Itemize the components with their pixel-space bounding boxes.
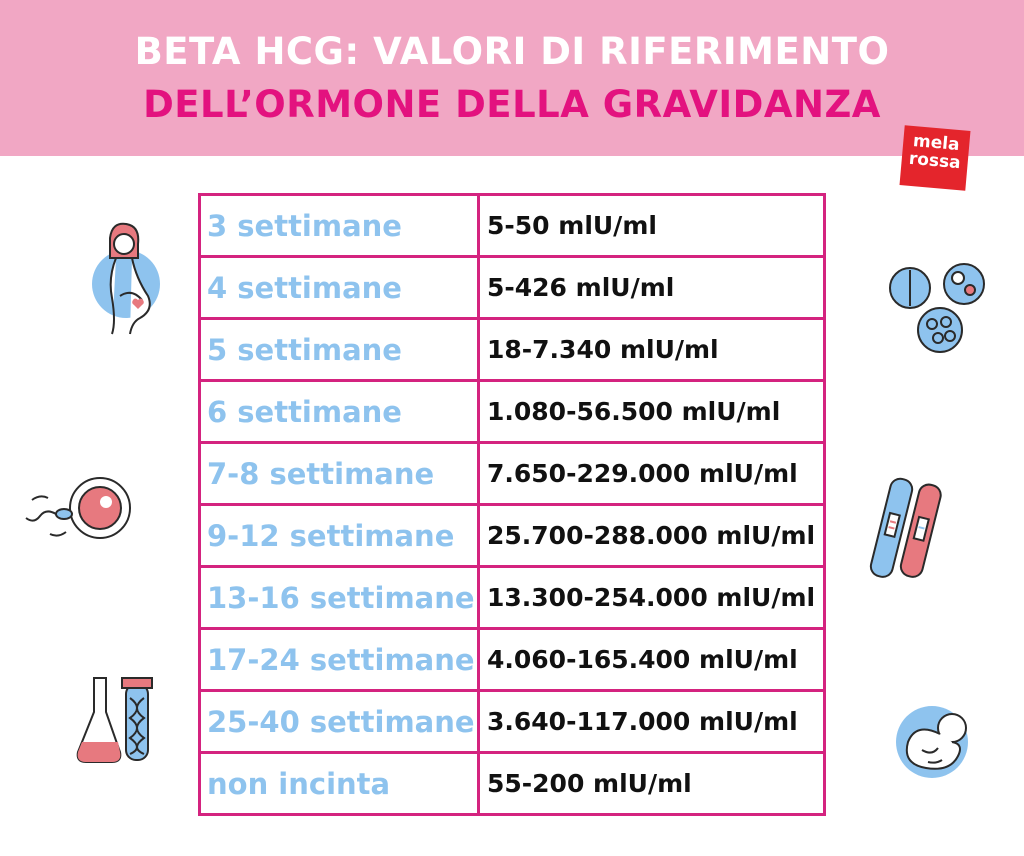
- week-cell: 17-24 settimane: [198, 627, 480, 692]
- week-cell: 7-8 settimane: [198, 441, 480, 506]
- table-row: 7-8 settimane 7.650-229.000 mlU/ml: [198, 441, 826, 506]
- hcg-table: 3 settimane 5-50 mlU/ml 4 settimane 5-42…: [198, 193, 826, 816]
- value-cell: 13.300-254.000 mlU/ml: [477, 565, 826, 630]
- value-cell: 7.650-229.000 mlU/ml: [477, 441, 826, 506]
- week-cell: 13-16 settimane: [198, 565, 480, 630]
- value-cell: 5-50 mlU/ml: [477, 193, 826, 258]
- table-row: 4 settimane 5-426 mlU/ml: [198, 255, 826, 320]
- table-row: 5 settimane 18-7.340 mlU/ml: [198, 317, 826, 382]
- table-row: non incinta 55-200 mlU/ml: [198, 751, 826, 816]
- table-row: 3 settimane 5-50 mlU/ml: [198, 193, 826, 258]
- week-cell: 25-40 settimane: [198, 689, 480, 754]
- week-cell: 5 settimane: [198, 317, 480, 382]
- table-row: 9-12 settimane 25.700-288.000 mlU/ml: [198, 503, 826, 568]
- fetus-icon: [896, 706, 968, 778]
- sperm-egg-icon: [25, 477, 131, 539]
- pregnant-woman-icon: [92, 222, 160, 335]
- value-cell: 55-200 mlU/ml: [477, 751, 826, 816]
- table-row: 6 settimane 1.080-56.500 mlU/ml: [198, 379, 826, 444]
- melarossa-logo: mela rossa: [899, 125, 971, 191]
- value-cell: 4.060-165.400 mlU/ml: [477, 627, 826, 692]
- week-cell: 9-12 settimane: [198, 503, 480, 568]
- week-cell: 4 settimane: [198, 255, 480, 320]
- week-cell: 6 settimane: [198, 379, 480, 444]
- logo-line-2: rossa: [908, 148, 962, 174]
- value-cell: 18-7.340 mlU/ml: [477, 317, 826, 382]
- value-cell: 5-426 mlU/ml: [477, 255, 826, 320]
- title-line-2: DELL’ORMONE DELLA GRAVIDANZA: [143, 83, 881, 126]
- table-row: 25-40 settimane 3.640-117.000 mlU/ml: [198, 689, 826, 754]
- cells-icon: [889, 263, 985, 353]
- title-line-1: BETA HCG: VALORI DI RIFERIMENTO: [134, 30, 890, 73]
- value-cell: 25.700-288.000 mlU/ml: [477, 503, 826, 568]
- value-cell: 1.080-56.500 mlU/ml: [477, 379, 826, 444]
- hcg-reference-table: 3 settimane 5-50 mlU/ml 4 settimane 5-42…: [198, 193, 826, 816]
- week-cell: non incinta: [198, 751, 480, 816]
- week-cell: 3 settimane: [198, 193, 480, 258]
- pregnancy-test-icon: [869, 477, 942, 578]
- header-banner: BETA HCG: VALORI DI RIFERIMENTO DELL’ORM…: [0, 0, 1024, 156]
- lab-test-tube-icon: [76, 677, 153, 763]
- table-row: 17-24 settimane 4.060-165.400 mlU/ml: [198, 627, 826, 692]
- value-cell: 3.640-117.000 mlU/ml: [477, 689, 826, 754]
- table-row: 13-16 settimane 13.300-254.000 mlU/ml: [198, 565, 826, 630]
